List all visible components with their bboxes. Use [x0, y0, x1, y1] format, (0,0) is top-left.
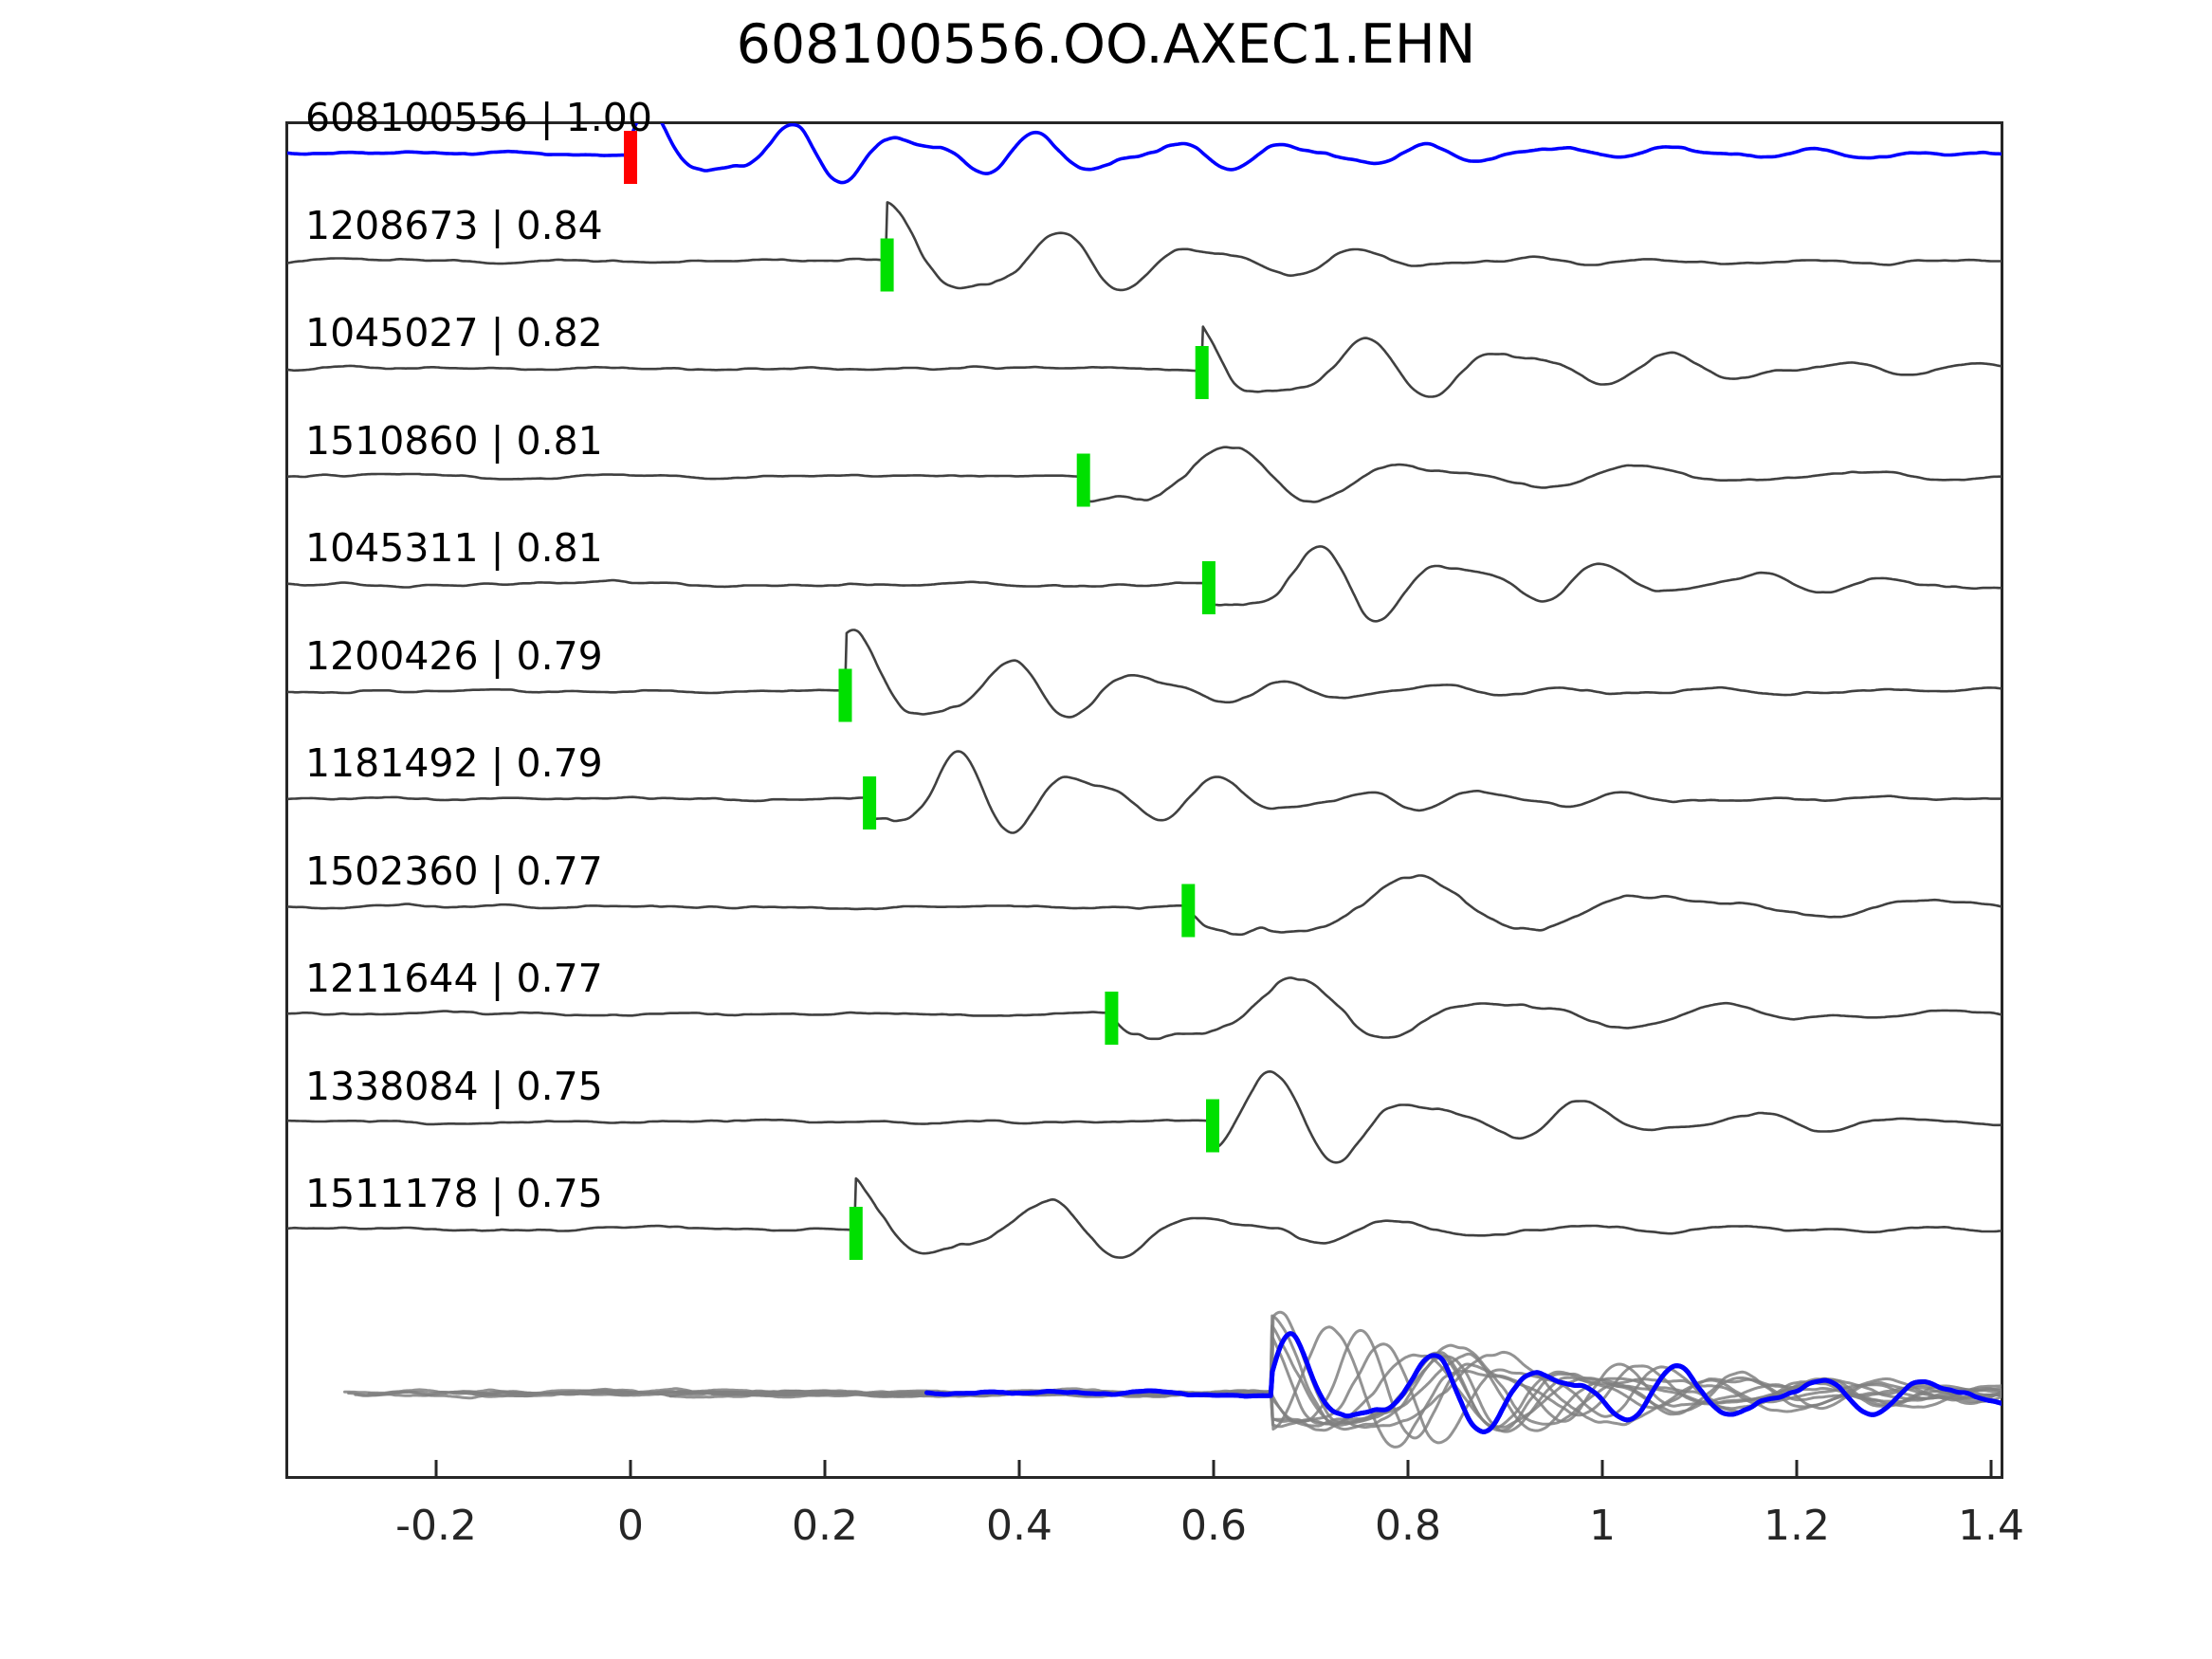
trace-label: 1510860 | 0.81 [305, 417, 603, 464]
page-title: 608100556.OO.AXEC1.EHN [736, 13, 1476, 76]
trace-label: 1045027 | 0.82 [305, 310, 603, 356]
x-tick-label: 0.4 [986, 1502, 1052, 1550]
x-tick-label: 1 [1589, 1502, 1616, 1550]
trace-label: 1045311 | 0.81 [305, 525, 603, 571]
x-tick-label: 0.2 [792, 1502, 858, 1550]
trace-label: 1208673 | 0.84 [305, 202, 603, 248]
x-tick-label: 0.6 [1180, 1502, 1247, 1550]
x-tick-label: -0.2 [395, 1502, 477, 1550]
trace-label: 1338084 | 0.75 [305, 1063, 603, 1109]
x-tick-label: 0.8 [1375, 1502, 1441, 1550]
trace-label: 1502360 | 0.77 [305, 848, 603, 894]
x-tick-label: 0 [617, 1502, 644, 1550]
trace-label: 608100556 | 1.00 [305, 95, 652, 140]
x-tick-label: 1.4 [1958, 1502, 2024, 1550]
trace-label: 1511178 | 0.75 [305, 1171, 603, 1216]
trace-label: 1200426 | 0.79 [305, 632, 603, 679]
trace-label: 1181492 | 0.79 [305, 740, 603, 786]
x-tick-label: 1.2 [1764, 1502, 1830, 1550]
trace-label: 1211644 | 0.77 [305, 956, 603, 1001]
